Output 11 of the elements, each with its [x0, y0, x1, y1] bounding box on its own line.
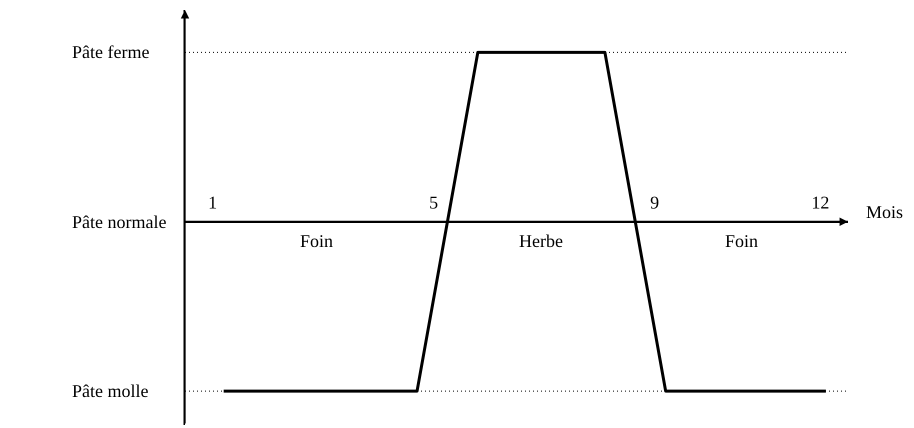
- x-tick-label: 12: [811, 192, 830, 213]
- x-tick-label: 1: [208, 192, 218, 213]
- ref-line-label: Pâte normale: [72, 212, 166, 232]
- x-tick-label: 9: [650, 192, 660, 213]
- annotation: Foin: [725, 231, 758, 251]
- x-axis-title: Mois: [866, 202, 904, 222]
- ref-line-label: Pâte ferme: [72, 42, 150, 62]
- ref-line-label: Pâte molle: [72, 381, 148, 401]
- annotation: Herbe: [519, 231, 563, 251]
- annotation: Foin: [300, 231, 334, 251]
- x-tick-label: 5: [429, 192, 438, 213]
